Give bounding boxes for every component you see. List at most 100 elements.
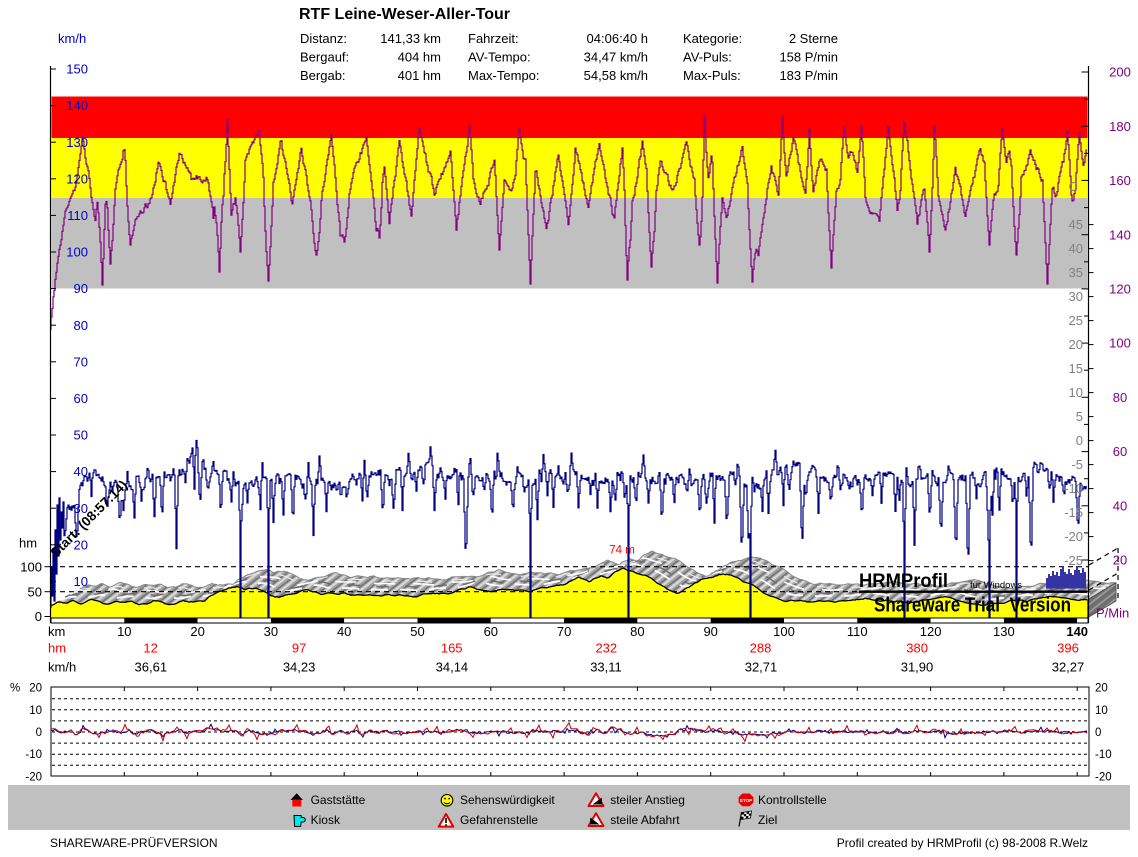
svg-text:2 Sterne: 2 Sterne [789, 31, 838, 46]
svg-text:120: 120 [66, 171, 88, 186]
svg-text:60: 60 [484, 624, 498, 639]
svg-text:180: 180 [1109, 119, 1131, 134]
svg-text:-20: -20 [25, 771, 42, 783]
svg-text:30: 30 [1069, 289, 1083, 304]
svg-text:200: 200 [1109, 65, 1131, 80]
svg-text:hm: hm [19, 536, 37, 551]
svg-text:10: 10 [74, 574, 88, 589]
svg-text:36,61: 36,61 [135, 660, 168, 675]
svg-text:20: 20 [74, 537, 88, 552]
svg-text:Max-Tempo:: Max-Tempo: [468, 68, 540, 83]
svg-text:45: 45 [1069, 217, 1083, 232]
svg-text:130: 130 [993, 624, 1015, 639]
svg-text:30: 30 [264, 624, 278, 639]
svg-text:10: 10 [1095, 705, 1108, 717]
svg-text:288: 288 [750, 641, 772, 656]
svg-text:60: 60 [74, 391, 88, 406]
svg-text:10: 10 [117, 624, 131, 639]
svg-text:AV-Puls:: AV-Puls: [683, 50, 732, 65]
svg-text:C: C [1069, 179, 1078, 194]
svg-text:150: 150 [66, 62, 88, 77]
svg-text:für Windows: für Windows [970, 580, 1022, 590]
svg-text:25: 25 [1069, 313, 1083, 328]
svg-text:-20: -20 [1064, 529, 1083, 544]
svg-text:-5: -5 [1071, 457, 1083, 472]
svg-text:Fahrzeit:: Fahrzeit: [468, 31, 519, 46]
svg-text:183 P/min: 183 P/min [779, 68, 838, 83]
svg-text:AV-Tempo:: AV-Tempo: [468, 50, 531, 65]
svg-text:54,58 km/h: 54,58 km/h [584, 68, 648, 83]
svg-text:RTF Leine-Weser-Aller-Tour: RTF Leine-Weser-Aller-Tour [299, 6, 510, 23]
svg-text:97: 97 [292, 641, 306, 656]
svg-text:34,47 km/h: 34,47 km/h [584, 50, 648, 65]
svg-text:40: 40 [1069, 241, 1083, 256]
svg-text:120: 120 [920, 624, 942, 639]
svg-text:30: 30 [74, 501, 88, 516]
svg-text:km/h: km/h [48, 660, 76, 675]
svg-text:-10: -10 [1064, 481, 1083, 496]
svg-text:Max-Puls:: Max-Puls: [683, 68, 741, 83]
svg-text:50: 50 [410, 624, 424, 639]
svg-text:100: 100 [66, 245, 88, 260]
svg-text:km: km [48, 624, 65, 639]
svg-text:Profil created by HRMProfil (c: Profil created by HRMProfil (c) 98-2008 … [837, 836, 1088, 850]
svg-text:100: 100 [773, 624, 795, 639]
svg-text:401 hm: 401 hm [398, 68, 441, 83]
svg-text:12: 12 [143, 641, 157, 656]
svg-text:20: 20 [190, 624, 204, 639]
svg-text:70: 70 [74, 354, 88, 369]
svg-text:31,90: 31,90 [901, 660, 934, 675]
svg-text:0: 0 [1095, 727, 1101, 739]
svg-text:Shareware Trial Version: Shareware Trial Version [874, 594, 1071, 617]
svg-text:Ziel: Ziel [758, 813, 777, 827]
svg-text:-15: -15 [1064, 505, 1083, 520]
svg-text:100: 100 [20, 559, 42, 574]
svg-text:90: 90 [74, 281, 88, 296]
svg-text:10: 10 [29, 705, 42, 717]
svg-text:32,27: 32,27 [1052, 660, 1085, 675]
svg-text:35: 35 [1069, 265, 1083, 280]
svg-text:90: 90 [703, 624, 717, 639]
svg-text:120: 120 [1109, 282, 1131, 297]
svg-text:HRMProfil: HRMProfil [859, 570, 948, 592]
svg-text:Distanz:: Distanz: [300, 31, 347, 46]
svg-text:110: 110 [847, 624, 868, 639]
svg-text:10: 10 [1069, 385, 1083, 400]
svg-text:74 m: 74 m [609, 545, 635, 557]
svg-text:158 P/min: 158 P/min [779, 50, 838, 65]
svg-text:SHAREWARE-PRÜFVERSION: SHAREWARE-PRÜFVERSION [50, 836, 218, 850]
svg-text:40: 40 [1113, 498, 1127, 513]
svg-text:-10: -10 [1095, 749, 1112, 761]
svg-text:P/Min: P/Min [1096, 606, 1129, 621]
svg-text:70: 70 [557, 624, 571, 639]
svg-text:Kontrollstelle: Kontrollstelle [758, 793, 827, 807]
svg-text:165: 165 [441, 641, 463, 656]
svg-text:80: 80 [1113, 390, 1127, 405]
svg-text:Sehenswürdigkeit: Sehenswürdigkeit [460, 793, 555, 807]
svg-text:20: 20 [1113, 553, 1127, 568]
svg-text:20: 20 [1095, 683, 1108, 695]
svg-text:20: 20 [1069, 337, 1083, 352]
svg-text:0: 0 [36, 727, 42, 739]
svg-text:380: 380 [906, 641, 928, 656]
svg-text:04:06:40 h: 04:06:40 h [587, 31, 648, 46]
svg-text:km/h: km/h [58, 31, 86, 46]
svg-text:Gaststätte: Gaststätte [311, 793, 366, 807]
svg-text:140: 140 [66, 98, 88, 113]
svg-text:80: 80 [630, 624, 644, 639]
svg-text:hm: hm [48, 641, 66, 656]
svg-text:Bergauf:: Bergauf: [300, 50, 349, 65]
svg-text:steile Abfahrt: steile Abfahrt [610, 813, 680, 827]
svg-text:34,23: 34,23 [283, 660, 316, 675]
svg-text:%: % [10, 683, 20, 695]
svg-text:Kiosk: Kiosk [311, 813, 341, 827]
svg-text:110: 110 [67, 208, 88, 223]
svg-text:50: 50 [28, 584, 42, 599]
svg-text:80: 80 [74, 318, 88, 333]
svg-text:141,33 km: 141,33 km [380, 31, 441, 46]
svg-text:0: 0 [35, 609, 42, 624]
svg-text:-25: -25 [1064, 553, 1083, 568]
svg-text:60: 60 [1113, 444, 1127, 459]
svg-text:140: 140 [1066, 624, 1088, 639]
svg-text:40: 40 [74, 464, 88, 479]
